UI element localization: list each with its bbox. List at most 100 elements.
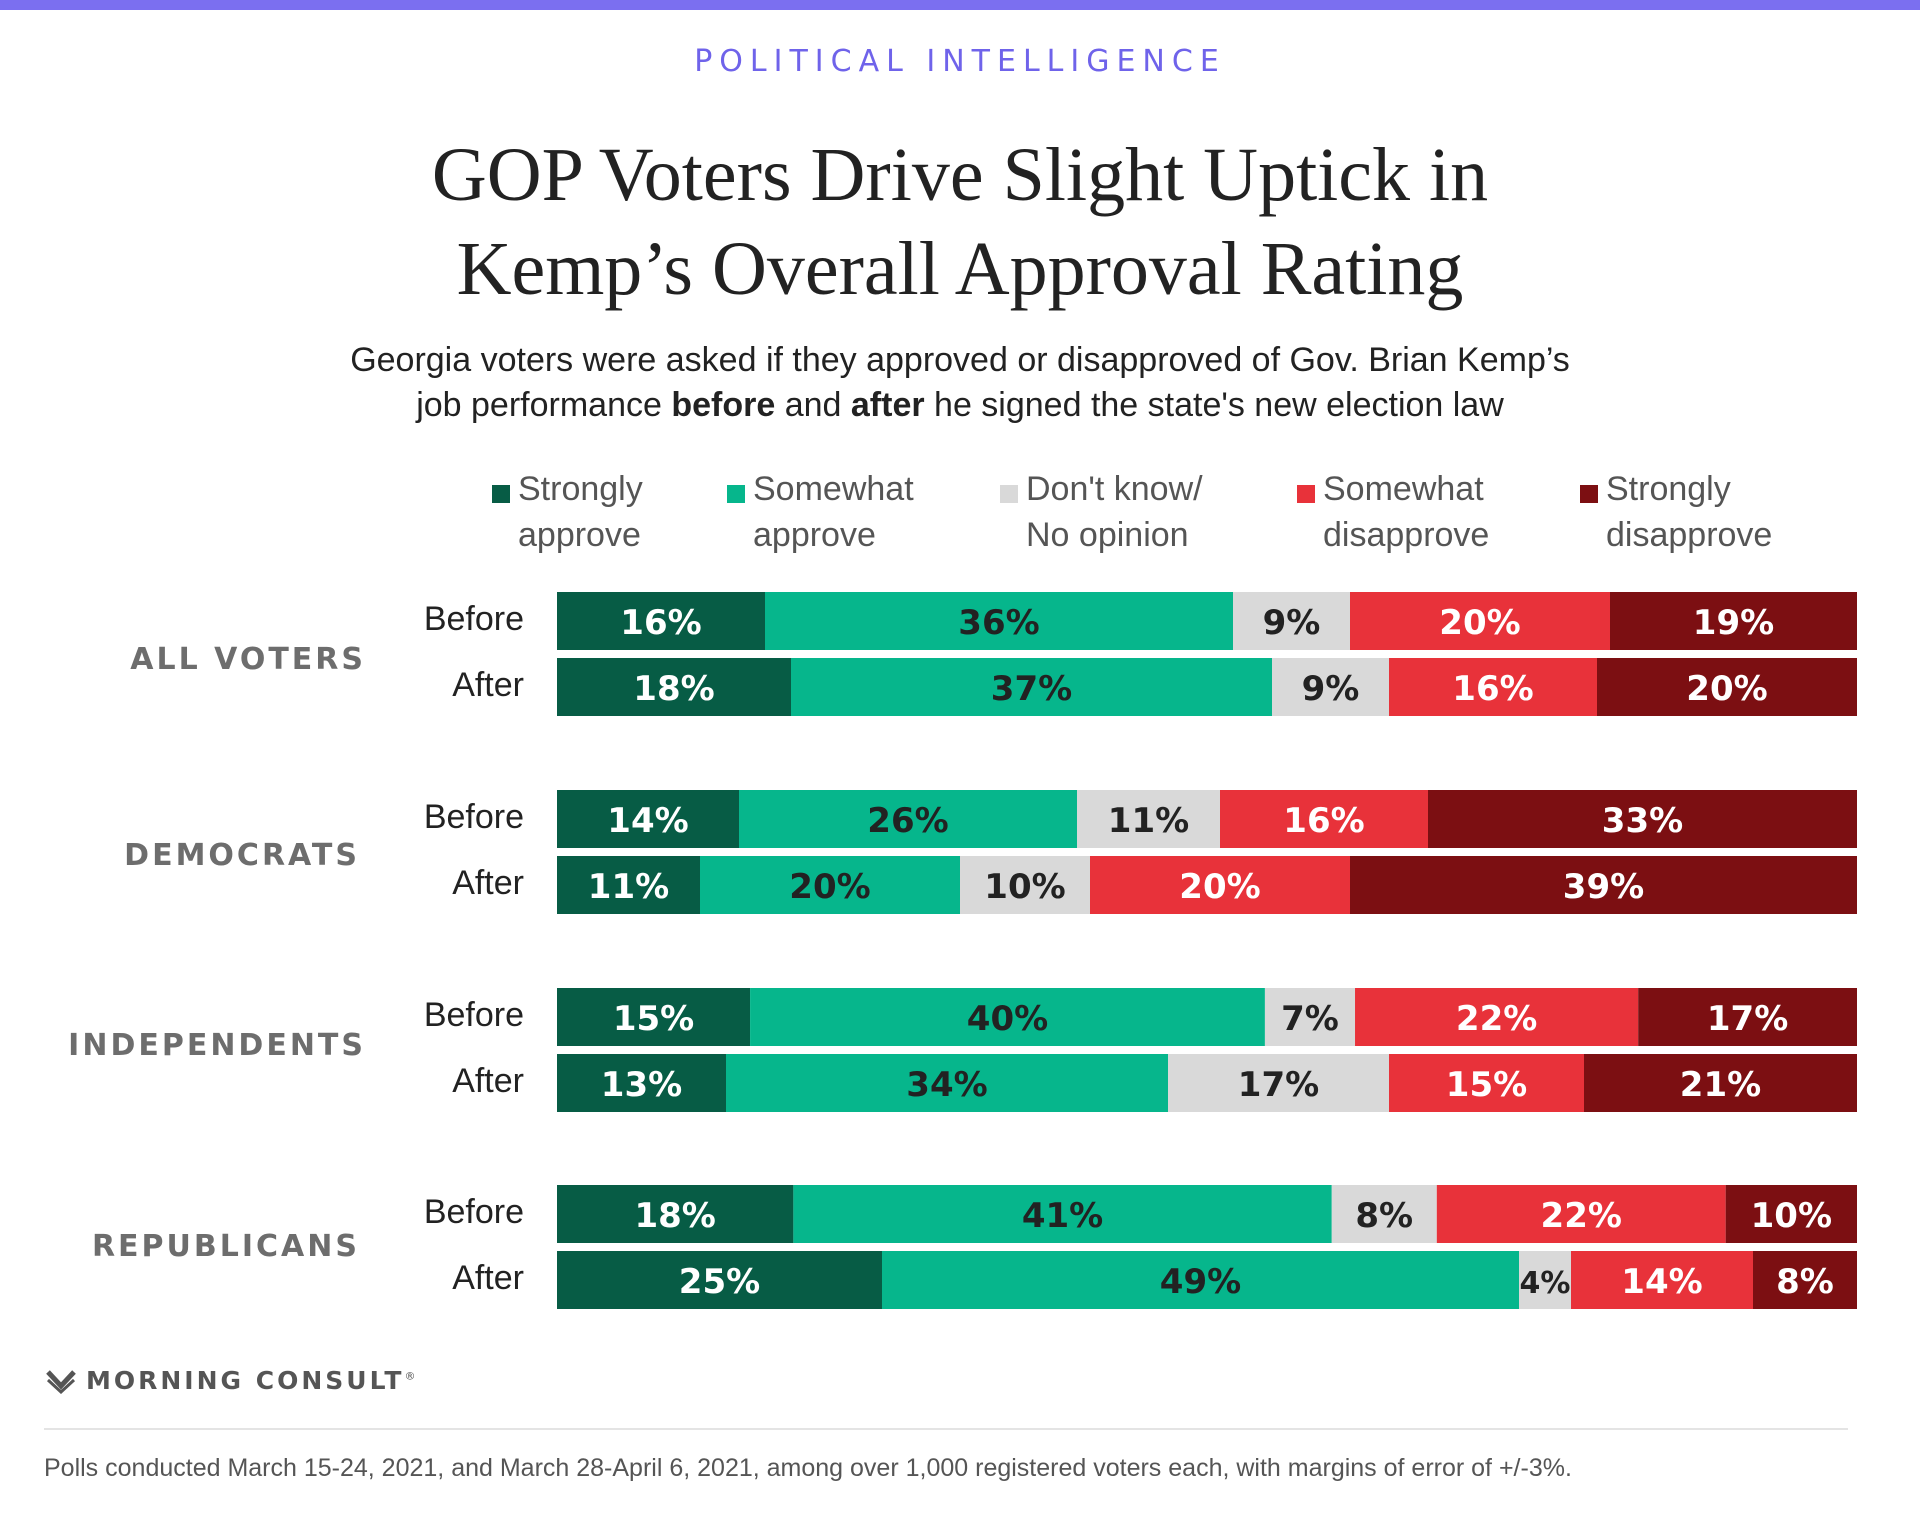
subtitle-emphasis-before: before: [671, 386, 776, 424]
bar-segment-somewhat-disapprove: [1220, 790, 1428, 848]
bar-segment-strongly-approve: [557, 1185, 794, 1243]
bar-value-label: 20%: [789, 867, 870, 907]
brand-registered-mark: ®: [404, 1369, 419, 1383]
bar-value-label: 10%: [1751, 1196, 1832, 1236]
bar-segment-dont-know: [1264, 988, 1356, 1046]
bar-value-label: 18%: [633, 669, 714, 709]
chart-title-line-2: Kemp’s Overall Approval Rating: [456, 227, 1464, 311]
bar-value-label: 9%: [1302, 669, 1360, 709]
bar-value-label: 14%: [1621, 1262, 1702, 1302]
row-label-after: After: [452, 666, 524, 704]
bar-segment-strongly-disapprove: [1428, 790, 1857, 848]
bar-segment-somewhat-disapprove: [1355, 988, 1639, 1046]
legend-swatch: [1580, 485, 1598, 503]
legend-label: Somewhat approve: [753, 466, 914, 558]
kicker: POLITICAL INTELLIGENCE: [694, 44, 1226, 79]
subtitle-emphasis-after: after: [850, 386, 925, 424]
legend-label-line: Don't know/: [1026, 470, 1203, 508]
chart-title: GOP Voters Drive Slight Uptick in Kemp’s…: [0, 128, 1920, 316]
subtitle-line-2: job performance before and after he sign…: [0, 383, 1920, 428]
bar-value-label: 22%: [1541, 1196, 1622, 1236]
bar-segment-strongly-disapprove: [1610, 592, 1857, 650]
bar-segment-strongly-disapprove: [1638, 988, 1857, 1046]
legend-label-line: No opinion: [1026, 516, 1189, 554]
bar-segment-strongly-disapprove: [1725, 1185, 1857, 1243]
bar-value-label: 7%: [1281, 999, 1339, 1039]
bar-segment-somewhat-disapprove: [1571, 1251, 1753, 1309]
bar-value-label: 26%: [867, 801, 948, 841]
group-label-democrats: DEMOCRATS: [124, 838, 360, 873]
legend-label-line: Strongly: [1606, 470, 1731, 508]
legend: Strongly approve Somewhat approve Don't …: [0, 466, 1920, 566]
bar-value-label: 11%: [588, 867, 669, 907]
bar-value-label: 15%: [613, 999, 694, 1039]
legend-label-line: disapprove: [1606, 516, 1773, 554]
bar-value-label: 41%: [1022, 1196, 1103, 1236]
legend-label-line: approve: [753, 516, 876, 554]
bar-segment-strongly-approve: [557, 1251, 882, 1309]
bar-value-label: 20%: [1439, 603, 1520, 643]
legend-label-line: approve: [518, 516, 641, 554]
footnote: Polls conducted March 15-24, 2021, and M…: [44, 1454, 1572, 1482]
legend-swatch: [1297, 485, 1315, 503]
legend-swatch: [727, 485, 745, 503]
bar-value-label: 40%: [967, 999, 1048, 1039]
bar-segment-somewhat-disapprove: [1389, 1054, 1584, 1112]
row-label-before: Before: [423, 996, 524, 1034]
bar-value-label: 19%: [1693, 603, 1774, 643]
bar-segment-somewhat-approve: [793, 1185, 1332, 1243]
top-accent-bar: [0, 0, 1920, 10]
bar-value-label: 39%: [1563, 867, 1644, 907]
bar-segment-strongly-approve: [557, 856, 700, 914]
bar-value-label: 18%: [634, 1196, 715, 1236]
footer-divider: [44, 1428, 1848, 1430]
brand-name: MORNING CONSULT®: [86, 1366, 418, 1395]
row-label-after: After: [452, 1062, 524, 1100]
bar-segment-somewhat-disapprove: [1090, 856, 1350, 914]
legend-swatch: [1000, 485, 1018, 503]
bar-value-label: 11%: [1108, 801, 1189, 841]
bar-value-label: 22%: [1456, 999, 1537, 1039]
row-label-before: Before: [423, 600, 524, 638]
bar-segment-strongly-approve: [557, 592, 765, 650]
bar-value-label: 37%: [991, 669, 1072, 709]
bar-segment-strongly-disapprove: [1597, 658, 1857, 716]
bar-value-label: 8%: [1776, 1262, 1834, 1302]
row-label-after: After: [452, 864, 524, 902]
group-label-republicans: REPUBLICANS: [91, 1229, 360, 1264]
bar-value-label: 4%: [1520, 1266, 1571, 1301]
bar-value-label: 17%: [1707, 999, 1788, 1039]
bar-value-label: 36%: [958, 603, 1039, 643]
bar-value-label: 15%: [1446, 1065, 1527, 1105]
bar-segment-somewhat-approve: [765, 592, 1233, 650]
bar-segment-dont-know: [1331, 1185, 1437, 1243]
bar-segment-somewhat-disapprove: [1389, 658, 1597, 716]
bar-segment-dont-know: [1077, 790, 1220, 848]
bar-value-label: 10%: [984, 867, 1065, 907]
bar-segment-somewhat-disapprove: [1350, 592, 1610, 650]
bar-value-label: 33%: [1602, 801, 1683, 841]
bar-segment-strongly-disapprove: [1753, 1251, 1857, 1309]
subtitle-line-1: Georgia voters were asked if they approv…: [350, 341, 1570, 379]
row-label-after: After: [452, 1259, 524, 1297]
bar-value-label: 16%: [620, 603, 701, 643]
legend-label: Strongly approve: [518, 466, 643, 558]
bar-value-label: 20%: [1686, 669, 1767, 709]
bar-value-label: 21%: [1680, 1065, 1761, 1105]
bar-segment-strongly-disapprove: [1584, 1054, 1857, 1112]
brand-name-text: MORNING CONSULT: [86, 1366, 405, 1395]
chart-subtitle: Georgia voters were asked if they approv…: [0, 338, 1920, 428]
bar-value-label: 14%: [607, 801, 688, 841]
bar-segment-somewhat-approve: [726, 1054, 1168, 1112]
bar-segment-dont-know: [1519, 1251, 1571, 1309]
subtitle-text: job performance: [416, 386, 672, 424]
row-label-before: Before: [423, 1193, 524, 1231]
legend-label-line: disapprove: [1323, 516, 1490, 554]
chart-title-line-1: GOP Voters Drive Slight Uptick in: [431, 133, 1489, 217]
bar-value-label: 16%: [1283, 801, 1364, 841]
subtitle-text: he signed the state's new election law: [924, 386, 1504, 424]
bar-segment-strongly-approve: [557, 988, 751, 1046]
bar-segment-somewhat-approve: [739, 790, 1077, 848]
bar-segment-strongly-approve: [557, 658, 791, 716]
legend-label: Somewhat disapprove: [1323, 466, 1489, 558]
